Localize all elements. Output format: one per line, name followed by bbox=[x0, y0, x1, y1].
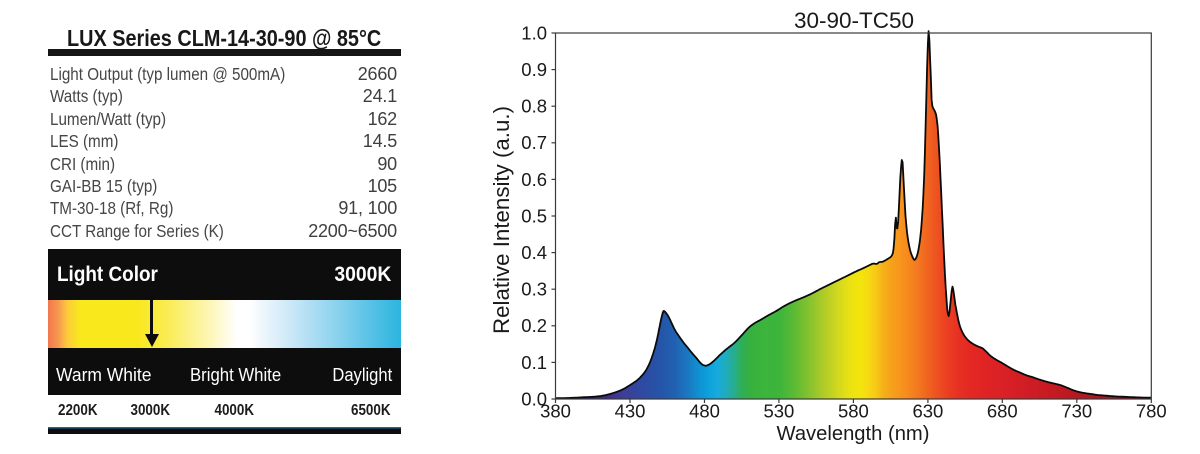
svg-text:Wavelength (nm): Wavelength (nm) bbox=[777, 423, 930, 445]
svg-text:0.1: 0.1 bbox=[521, 352, 547, 373]
svg-text:0.7: 0.7 bbox=[521, 132, 547, 153]
svg-text:430: 430 bbox=[615, 401, 646, 422]
svg-text:0.4: 0.4 bbox=[521, 242, 547, 263]
svg-text:1.0: 1.0 bbox=[521, 22, 547, 43]
svg-text:0.5: 0.5 bbox=[521, 205, 547, 226]
svg-text:530: 530 bbox=[763, 401, 794, 422]
svg-text:0.3: 0.3 bbox=[521, 279, 547, 300]
svg-text:630: 630 bbox=[912, 401, 943, 422]
svg-text:0.2: 0.2 bbox=[521, 315, 547, 336]
svg-text:480: 480 bbox=[689, 401, 720, 422]
svg-text:0.6: 0.6 bbox=[521, 169, 547, 190]
svg-text:730: 730 bbox=[1061, 401, 1092, 422]
svg-text:680: 680 bbox=[987, 401, 1018, 422]
svg-text:580: 580 bbox=[838, 401, 869, 422]
svg-text:Relative Intensity (a.u.): Relative Intensity (a.u.) bbox=[489, 106, 514, 334]
svg-text:30-90-TC50: 30-90-TC50 bbox=[794, 8, 914, 33]
svg-text:0.0: 0.0 bbox=[521, 388, 547, 409]
svg-text:780: 780 bbox=[1136, 401, 1167, 422]
svg-text:0.8: 0.8 bbox=[521, 96, 547, 117]
svg-text:0.9: 0.9 bbox=[521, 59, 547, 80]
svg-text:380: 380 bbox=[540, 401, 571, 422]
